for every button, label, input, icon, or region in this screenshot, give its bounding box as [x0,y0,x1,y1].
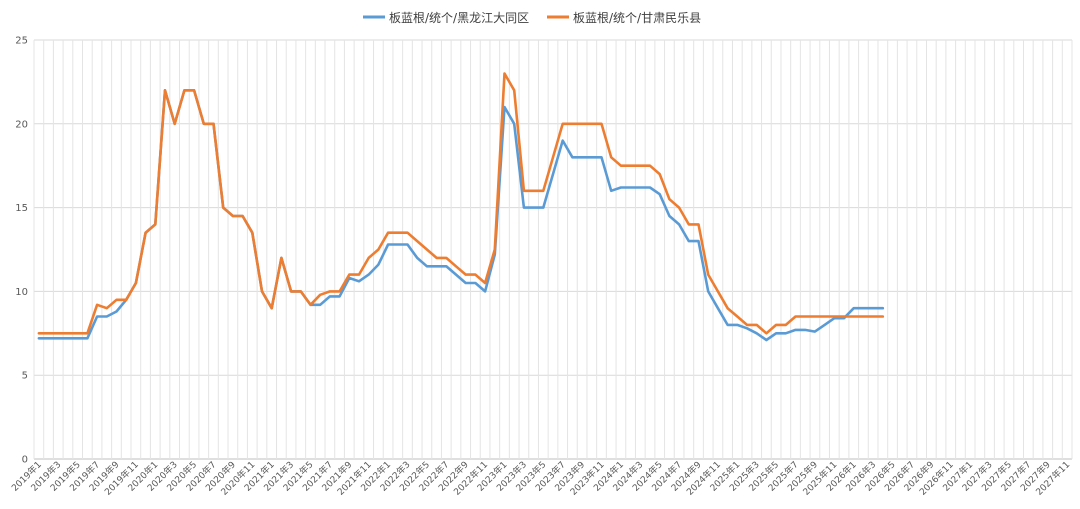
y-tick-label: 25 [15,36,28,47]
y-tick-label: 5 [22,371,28,382]
legend-label-series-2: 板蓝根/统个/甘肃民乐县 [573,11,701,25]
x-axis: 2019年12019年32019年52019年72019年92019年11202… [9,458,1072,497]
series-lines [37,72,885,342]
y-tick-label: 0 [22,455,28,466]
y-tick-label: 15 [15,203,28,214]
legend: 板蓝根/统个/黑龙江大同区 板蓝根/统个/甘肃民乐县 [363,11,701,25]
y-tick-label: 20 [15,119,28,130]
gridlines [33,39,1073,460]
y-axis: 0 5 10 15 20 25 [15,36,28,466]
series-line-2 [37,72,885,335]
y-tick-label: 10 [15,287,28,298]
legend-label-series-1: 板蓝根/统个/黑龙江大同区 [389,11,529,25]
